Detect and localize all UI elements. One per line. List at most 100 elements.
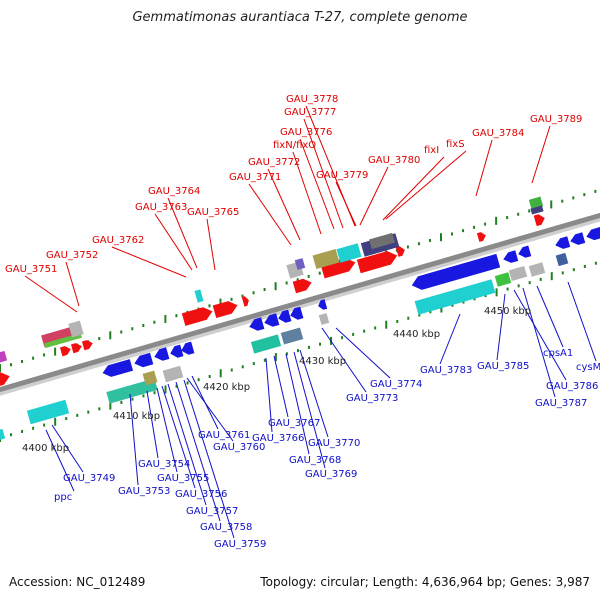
forward-gene-arrow [181,307,213,326]
upper-tick-mark [241,294,244,298]
upper-tick-mark [230,297,233,301]
forward-gene-label: fixI [424,145,439,156]
upper-tick-mark [142,323,145,327]
forward-leader-line [292,151,322,235]
reverse-leader-line [439,313,461,365]
reverse-gene-arrow [170,344,184,358]
reverse-gene-label: GAU_3767 [268,418,320,429]
lower-tick-mark [186,381,189,385]
lower-tick-mark [175,384,178,388]
gene-features [0,196,600,442]
forward-gene-arrow [0,372,10,387]
lower-tick-mark [418,313,421,317]
lower-tick-mark [241,365,244,369]
reverse-gene-label: GAU_3757 [186,506,238,517]
domain-box [530,205,544,215]
domain-box [508,266,528,281]
domain-box [555,252,569,267]
lower-tick-mark [10,433,13,437]
reverse-leader-line [191,375,219,430]
scale-label: 4450 kbp [484,306,531,317]
lower-tick-mark [341,336,344,340]
upper-tick-mark [252,291,255,295]
genome-backbone [0,212,600,396]
lower-tick-mark [407,316,410,320]
scale-labels: 4400 kbp 4410 kbp 4420 kbp 4430 kbp 4440 kbp… [22,306,531,454]
reverse-leader-line [156,387,178,473]
upper-tick-mark [175,314,178,318]
scale-label: 4440 kbp [393,329,440,340]
reverse-gene-label: cpsA1 [543,348,573,359]
lower-tick-mark [285,352,288,356]
reverse-gene-label: GAU_3758 [200,522,252,533]
reverse-leader-line [496,293,506,361]
lower-tick-mark [462,300,465,304]
upper-tick-mark [307,274,310,278]
lower-tick-mark [473,297,476,301]
domain-box [162,365,184,383]
lower-tick-mark [385,320,388,329]
upper-tick-mark [21,359,24,363]
reverse-gene-arrow [503,250,519,263]
upper-tick-mark [495,216,498,225]
upper-tick-mark [550,200,553,209]
reverse-gene-arrow [154,347,170,361]
upper-tick-mark [484,222,487,226]
lower-tick-mark [208,374,211,378]
forward-gene-label: GAU_3762 [92,235,144,246]
upper-tick-mark [164,314,167,323]
upper-tick-mark [263,288,266,292]
domain-box [250,334,282,354]
forward-gene-labels: GAU_3751 GAU_3752 GAU_3762 GAU_3763 GAU_3764… [5,94,582,313]
reverse-leader-line [161,385,196,489]
lower-tick-mark [142,394,145,398]
upper-tick-mark [274,282,277,291]
reverse-gene-arrow [102,359,134,377]
forward-gene-arrow [356,251,398,274]
domain-box [106,378,158,404]
domain-box [280,327,304,345]
lower-tick-mark [43,423,46,427]
reverse-gene-arrow [586,227,600,241]
domain-box [336,243,362,263]
upper-tick-mark [131,327,134,331]
reverse-gene-label: ppc [54,492,72,503]
reverse-gene-label: GAU_3756 [175,489,227,500]
reverse-leader-line [146,390,159,459]
upper-tick-mark [428,238,431,242]
upper-tick-mark [528,209,531,213]
reverse-gene-label: GAU_3774 [370,379,422,390]
forward-leader-line [65,261,80,307]
domain-box [0,350,8,364]
reverse-leader-line [273,355,289,418]
forward-gene-arrow [241,296,249,307]
forward-gene-arrow [533,214,545,227]
reverse-gene-arrow [181,341,195,355]
forward-gene-arrow [70,343,82,354]
domain-box [194,289,204,303]
reverse-leader-line [51,424,84,473]
reverse-leader-line [186,377,234,442]
domain-box [494,272,512,287]
reverse-gene-arrow [249,317,265,331]
topology-summary: Topology: circular; Length: 4,636,964 bp… [260,575,590,589]
lower-tick-mark [164,385,167,394]
lower-tick-mark [307,345,310,349]
forward-leader-line [359,166,389,226]
forward-gene-arrow [395,246,405,257]
upper-tick-mark [32,356,35,360]
reverse-leader-line [167,383,207,506]
lower-tick-mark [32,426,35,430]
upper-tick-mark [98,337,101,341]
forward-gene-arrow [81,340,93,351]
upper-tick-mark [54,347,57,356]
reverse-gene-label: GAU_3766 [252,433,304,444]
lower-tick-mark [517,284,520,288]
forward-gene-label: GAU_3771 [229,172,281,183]
lower-tick-mark [54,417,57,426]
lower-tick-mark [495,288,498,297]
forward-gene-label: fixN/fixO [273,140,316,151]
backbone-line [0,212,600,393]
lower-tick-mark [131,397,134,401]
upper-tick-mark [318,271,321,275]
